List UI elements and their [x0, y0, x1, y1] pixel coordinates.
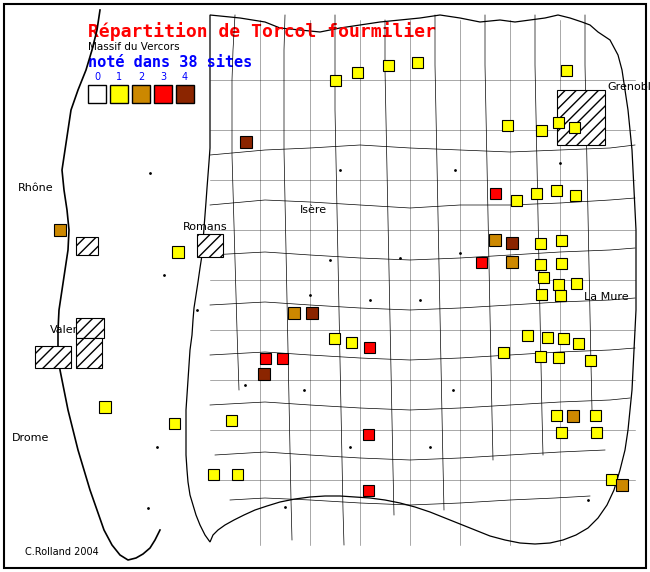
Bar [569, 121, 580, 133]
Bar [534, 259, 545, 269]
Text: 2: 2 [138, 72, 144, 82]
Bar [207, 468, 218, 479]
Bar [556, 235, 567, 245]
Bar [590, 427, 601, 438]
Bar [510, 194, 521, 205]
Text: 3: 3 [160, 72, 166, 82]
Bar [552, 117, 564, 128]
Bar [382, 59, 393, 70]
Bar [536, 288, 547, 300]
Bar [567, 410, 579, 422]
Text: La Mure: La Mure [584, 292, 629, 302]
Bar [497, 347, 508, 358]
Bar [571, 277, 582, 288]
Bar [536, 125, 547, 136]
Bar [99, 401, 111, 413]
Text: 4: 4 [182, 72, 188, 82]
Bar [551, 185, 562, 196]
Bar [172, 246, 184, 258]
Bar [276, 352, 287, 363]
Bar [489, 188, 500, 198]
Bar [363, 341, 374, 352]
Bar [76, 237, 98, 255]
Text: Isère: Isère [300, 205, 327, 215]
Bar [556, 427, 567, 438]
Bar [240, 136, 252, 148]
Bar [288, 307, 300, 319]
Bar [35, 346, 71, 368]
Bar [502, 120, 512, 130]
Bar [534, 351, 545, 362]
Bar [584, 355, 595, 366]
Bar [569, 189, 580, 201]
Bar [176, 85, 194, 103]
Bar [552, 352, 564, 363]
PathPatch shape [186, 15, 636, 544]
Bar [521, 329, 532, 340]
Bar [328, 332, 339, 344]
Bar [76, 338, 102, 368]
Bar [541, 332, 552, 343]
Text: Drome: Drome [12, 433, 49, 443]
Bar [554, 289, 565, 300]
Text: Répartition de Torcol fourmilier: Répartition de Torcol fourmilier [88, 22, 436, 41]
Bar [506, 237, 518, 249]
Bar [552, 279, 564, 289]
Text: Rhône: Rhône [18, 183, 53, 193]
Bar [352, 66, 363, 77]
Text: Valence: Valence [50, 325, 94, 335]
Bar [538, 272, 549, 283]
Bar [557, 90, 605, 145]
Bar [132, 85, 150, 103]
Bar [226, 415, 237, 426]
Bar [590, 410, 601, 420]
Bar [560, 65, 571, 76]
Bar [231, 468, 242, 479]
Bar [363, 484, 374, 495]
Bar [534, 237, 545, 248]
Text: 0: 0 [94, 72, 100, 82]
Bar [489, 234, 501, 246]
Bar [506, 256, 518, 268]
Bar [551, 410, 562, 420]
Text: C.Rolland 2004: C.Rolland 2004 [25, 547, 99, 557]
Bar [606, 474, 616, 484]
Bar [363, 428, 374, 439]
Bar [556, 257, 567, 268]
Bar [258, 368, 270, 380]
Bar [110, 85, 128, 103]
Bar [76, 318, 104, 338]
Bar [616, 479, 628, 491]
Text: noté dans 38 sites: noté dans 38 sites [88, 55, 252, 70]
Text: Grenoble: Grenoble [607, 82, 650, 92]
Bar [530, 188, 541, 198]
Bar [259, 352, 270, 363]
Bar [88, 85, 106, 103]
Bar [573, 337, 584, 348]
Bar [154, 85, 172, 103]
Bar [476, 256, 486, 268]
Bar [197, 234, 223, 257]
Bar [168, 418, 179, 428]
Bar [346, 336, 356, 348]
Bar [306, 307, 318, 319]
Text: 1: 1 [116, 72, 122, 82]
Bar [54, 224, 66, 236]
Bar [558, 332, 569, 344]
Text: Massif du Vercors: Massif du Vercors [88, 42, 179, 52]
Bar [411, 57, 422, 67]
Bar [330, 74, 341, 85]
Text: Romans: Romans [183, 222, 228, 232]
